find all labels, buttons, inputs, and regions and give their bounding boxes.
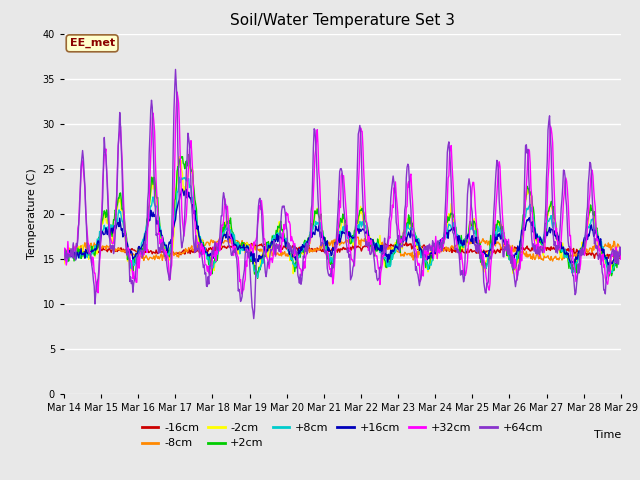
-16cm xyxy=(403,239,410,245)
-2cm xyxy=(60,261,68,267)
-2cm xyxy=(428,254,436,260)
+8cm xyxy=(127,266,135,272)
+32cm xyxy=(127,258,135,264)
+32cm xyxy=(428,248,436,253)
+8cm xyxy=(617,249,625,255)
+64cm xyxy=(428,249,436,254)
-16cm xyxy=(184,250,192,256)
+2cm xyxy=(185,152,193,157)
-8cm xyxy=(549,258,557,264)
+16cm xyxy=(214,241,222,247)
+2cm xyxy=(127,263,135,269)
+64cm xyxy=(185,135,193,141)
+32cm xyxy=(617,256,625,262)
-16cm xyxy=(60,249,68,255)
-16cm xyxy=(70,250,78,256)
-8cm xyxy=(184,248,192,254)
-8cm xyxy=(127,252,135,258)
Line: +2cm: +2cm xyxy=(64,155,621,278)
+8cm xyxy=(214,250,222,256)
+32cm xyxy=(185,161,193,167)
+16cm xyxy=(617,249,625,255)
-2cm xyxy=(214,242,222,248)
-8cm xyxy=(351,234,358,240)
+8cm xyxy=(428,258,436,264)
+16cm xyxy=(185,189,193,195)
+16cm xyxy=(428,250,435,255)
+8cm xyxy=(70,248,78,254)
+16cm xyxy=(178,186,186,192)
+16cm xyxy=(411,235,419,241)
Legend: -16cm, -8cm, -2cm, +2cm, +8cm, +16cm, +32cm, +64cm: -16cm, -8cm, -2cm, +2cm, +8cm, +16cm, +3… xyxy=(138,419,547,453)
+64cm xyxy=(172,67,179,72)
+64cm xyxy=(250,316,257,322)
+32cm xyxy=(60,253,68,259)
Line: +8cm: +8cm xyxy=(64,177,621,277)
-2cm xyxy=(70,252,78,258)
-2cm xyxy=(617,255,625,261)
+16cm xyxy=(605,263,612,268)
+2cm xyxy=(60,248,68,253)
Line: +32cm: +32cm xyxy=(64,92,621,294)
Line: -16cm: -16cm xyxy=(64,242,621,259)
-2cm xyxy=(127,261,135,266)
-2cm xyxy=(175,154,183,159)
+16cm xyxy=(60,250,68,255)
-16cm xyxy=(127,246,135,252)
+2cm xyxy=(254,276,262,281)
+32cm xyxy=(214,241,222,247)
+16cm xyxy=(127,249,135,254)
-16cm xyxy=(616,256,623,262)
+32cm xyxy=(70,245,78,251)
+64cm xyxy=(70,255,78,261)
+8cm xyxy=(254,275,262,280)
+8cm xyxy=(185,176,193,181)
-8cm xyxy=(411,254,419,260)
-16cm xyxy=(411,243,419,249)
-8cm xyxy=(617,246,625,252)
Title: Soil/Water Temperature Set 3: Soil/Water Temperature Set 3 xyxy=(230,13,455,28)
-8cm xyxy=(428,252,435,258)
+64cm xyxy=(412,267,419,273)
-16cm xyxy=(214,244,221,250)
+2cm xyxy=(617,253,625,259)
-8cm xyxy=(70,248,78,253)
+64cm xyxy=(617,252,625,258)
+8cm xyxy=(412,232,419,238)
-2cm xyxy=(185,167,193,173)
+64cm xyxy=(214,244,222,250)
-16cm xyxy=(617,252,625,258)
-8cm xyxy=(60,253,68,259)
Line: +64cm: +64cm xyxy=(64,70,621,319)
+2cm xyxy=(70,258,78,264)
+2cm xyxy=(214,248,222,254)
-16cm xyxy=(428,246,435,252)
+32cm xyxy=(412,247,419,252)
+64cm xyxy=(127,281,135,287)
+8cm xyxy=(60,245,68,251)
+2cm xyxy=(184,163,192,168)
-2cm xyxy=(412,240,419,246)
+64cm xyxy=(60,257,68,263)
Line: -2cm: -2cm xyxy=(64,156,621,275)
+8cm xyxy=(175,174,183,180)
+32cm xyxy=(173,89,181,95)
Line: +16cm: +16cm xyxy=(64,189,621,265)
Line: -8cm: -8cm xyxy=(64,237,621,261)
+16cm xyxy=(70,252,78,257)
Text: Time: Time xyxy=(593,430,621,440)
-2cm xyxy=(252,272,260,278)
Y-axis label: Temperature (C): Temperature (C) xyxy=(27,168,37,259)
+32cm xyxy=(238,291,246,297)
+2cm xyxy=(428,255,436,261)
Text: EE_met: EE_met xyxy=(70,38,115,48)
+2cm xyxy=(412,235,419,240)
-8cm xyxy=(214,239,221,244)
